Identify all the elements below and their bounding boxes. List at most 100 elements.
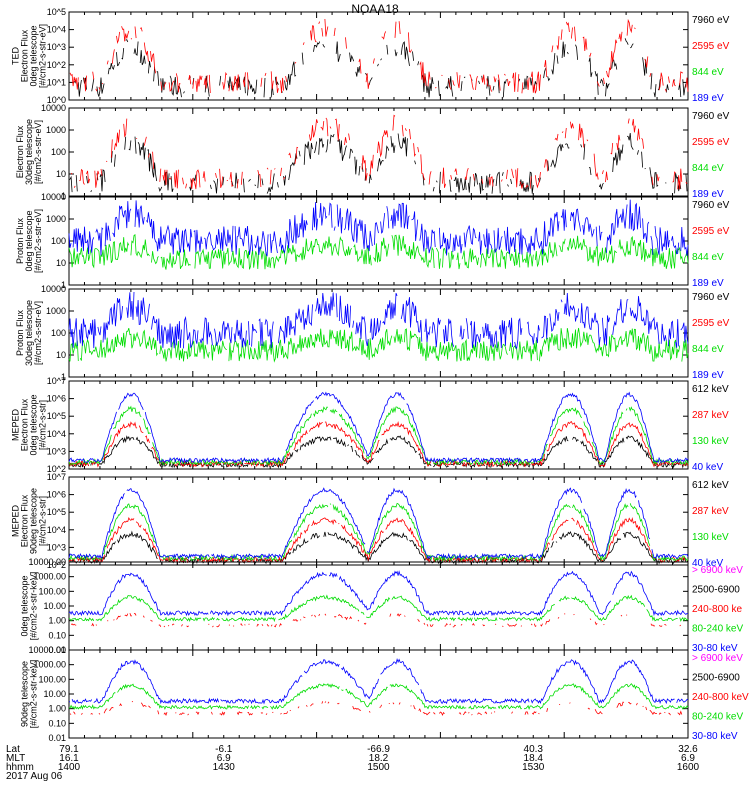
trace-130kev <box>68 405 689 467</box>
y-tick-label: 10000.00 <box>28 645 66 655</box>
y-tick-label: 10^3 <box>47 542 66 552</box>
footer-hhmm-value: 1500 <box>367 762 390 773</box>
y-tick-label: 10^2 <box>47 560 66 570</box>
trace-80-240kev <box>68 683 689 710</box>
panel-ylabel-6: 0deg telescope [#/cm2-s-str-keV] <box>20 572 39 641</box>
legend-entry: 240-800 keV <box>692 692 749 703</box>
y-axis-label: MEPED <box>11 505 21 538</box>
footer-mlt-value: 18.2 <box>369 753 389 764</box>
y-tick-label: 10^2 <box>47 464 66 474</box>
footer-row-label: hhmm <box>6 762 34 773</box>
y-tick-label: 1000 <box>46 214 66 224</box>
y-tick-label: 10 <box>56 169 66 179</box>
y-tick-label: 10^0 <box>47 95 66 105</box>
y-axis-label: [#/cm2-s-str] <box>38 496 48 546</box>
y-axis-label: TED <box>11 46 21 65</box>
panel-ylabel-3: Proton Flux 30deg telescope [#/cm2-s-str-e… <box>15 300 43 366</box>
y-axis-label: [#/cm2-s-str-eV] <box>38 24 48 88</box>
footer-row-label: 2017 Aug 06 <box>6 771 63 782</box>
legend-entry: 189 eV <box>692 189 724 200</box>
y-tick-label: 1 <box>61 280 66 290</box>
trace-40kev <box>68 487 689 560</box>
y-tick-label: 100 <box>51 147 66 157</box>
legend-entry: 844 eV <box>692 163 724 174</box>
y-axis-label: [#/cm2-s-str-keV] <box>29 572 39 641</box>
y-axis-label: 90deg telescope <box>29 488 39 554</box>
trace-2595ev <box>70 114 688 190</box>
y-axis-label: Electron Flux <box>20 398 30 451</box>
y-tick-label: 10^7 <box>47 472 66 482</box>
trace-30-80kev <box>68 570 688 617</box>
y-tick-label: 10 <box>56 350 66 360</box>
y-tick-label: 10^2 <box>47 60 66 70</box>
legend-entry: 40 keV <box>692 462 723 473</box>
y-axis-label: 30deg telescope <box>24 300 34 366</box>
y-tick-label: 10^5 <box>47 411 66 421</box>
panel-ylabel-2: Proton Flux 0deg telescope [#/cm2-s-str-eV… <box>15 209 43 273</box>
y-tick-label: 10^5 <box>47 7 66 17</box>
trace-40kev <box>68 391 689 464</box>
y-tick-label: 0.10 <box>48 718 66 728</box>
trace-612kev <box>68 435 689 469</box>
y-tick-label: 10^1 <box>47 77 66 87</box>
y-tick-label: 1 <box>61 372 66 382</box>
y-axis-label: 0deg telescope <box>29 25 39 86</box>
legend-entry: 189 eV <box>692 278 724 289</box>
y-tick-label: 10000 <box>41 103 66 113</box>
trace-30-80kev <box>68 657 689 705</box>
legend-entry: > 6900 keV <box>692 565 743 576</box>
footer-mlt-value: 6.9 <box>681 753 695 764</box>
y-tick-label: 10000 <box>41 284 66 294</box>
y-tick-label: 10^6 <box>47 394 66 404</box>
legend-entry: 40 keV <box>692 558 723 569</box>
footer-mlt-value: 6.9 <box>217 753 231 764</box>
y-tick-label: 10^5 <box>47 507 66 517</box>
y-tick-label: 10^7 <box>47 376 66 386</box>
footer-lat-value: 79.1 <box>59 744 79 755</box>
y-tick-label: 1000 <box>46 306 66 316</box>
footer-row-label: Lat <box>6 744 20 755</box>
panel-ylabel-0: TED Electron Flux 0deg telescope [#/cm2-s-s… <box>11 24 48 88</box>
panel-frame-1 <box>68 107 689 197</box>
trace-844ev <box>68 327 689 363</box>
y-tick-label: 10000.00 <box>28 557 66 567</box>
trace-844ev <box>68 234 689 270</box>
y-axis-label: 0deg telescope <box>29 394 39 455</box>
y-tick-label: 1000.00 <box>33 660 66 670</box>
trace-2595ev <box>69 18 689 94</box>
legend-entry: 130 keV <box>692 436 729 447</box>
legend-entry: 844 eV <box>692 67 724 78</box>
legend-entry: 2500-6900 <box>692 673 740 684</box>
legend-entry: 2595 eV <box>692 137 730 148</box>
legend-entry: 7960 eV <box>692 200 730 211</box>
footer-mlt-value: 16.1 <box>59 753 79 764</box>
y-tick-label: 100.00 <box>38 674 66 684</box>
y-axis-label: [#/cm2-s-str-eV] <box>33 209 43 273</box>
legend-entry: 844 eV <box>692 344 724 355</box>
legend-entry: 7960 eV <box>692 15 730 26</box>
y-axis-label: MEPED <box>11 409 21 442</box>
trace-7960ev <box>68 132 688 194</box>
legend-entry: 2595 eV <box>692 226 730 237</box>
footer-lat-value: 32.6 <box>678 744 698 755</box>
legend-entry: 30-80 keV <box>692 731 738 742</box>
footer-mlt-value: 18.4 <box>524 753 544 764</box>
trace-7960ev <box>73 38 687 98</box>
y-axis-label: [#/cm2-s-str] <box>38 400 48 450</box>
y-tick-label: 0.10 <box>48 630 66 640</box>
trace-80-240kev <box>68 594 689 623</box>
y-axis-label: [#/cm2-s-str-eV] <box>33 120 43 184</box>
y-axis-label: 0deg telescope <box>24 210 34 271</box>
y-tick-label: 10^4 <box>47 25 66 35</box>
legend-entry: 189 eV <box>692 370 724 381</box>
y-tick-label: 10000 <box>41 192 66 202</box>
legend-entry: 2500-6900 <box>692 585 740 596</box>
panel-ylabel-1: Electron Flux 30deg telescope [#/cm2-s-str… <box>15 119 43 185</box>
legend-entry: 7960 eV <box>692 111 730 122</box>
y-axis-label: 30deg telescope <box>24 119 34 185</box>
footer-hhmm-value: 1430 <box>213 762 236 773</box>
y-tick-label: 1.00 <box>48 616 66 626</box>
y-tick-label: 1 <box>61 191 66 201</box>
footer-lat-value: 40.3 <box>524 744 544 755</box>
